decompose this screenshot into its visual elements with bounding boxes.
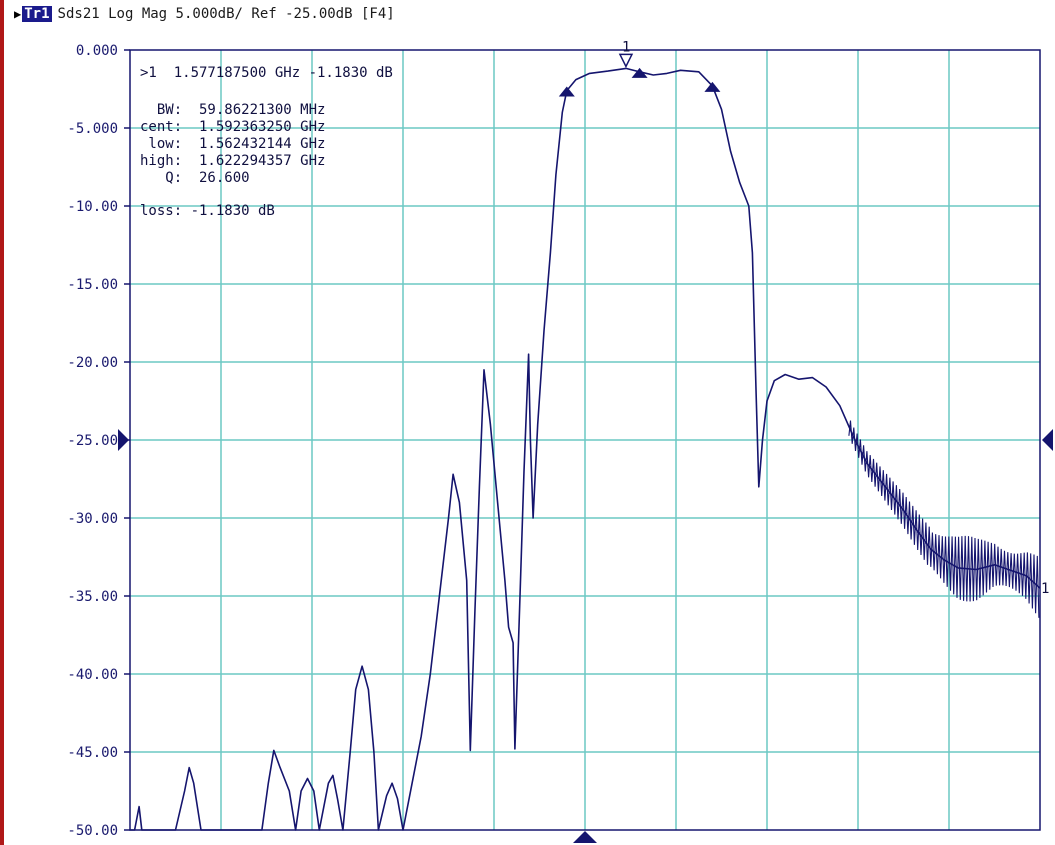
y-axis-labels: 0.000 -5.000 -10.00 -15.00 -20.00 -25.00 -30.0…: [67, 43, 1053, 843]
ref-level-left-icon: [118, 429, 129, 451]
y-tick-label: -45.00: [67, 745, 118, 761]
trace-group: 1: [130, 67, 1049, 831]
trace-description: Sds21 Log Mag 5.000dB/ Ref -25.00dB [F4]: [57, 6, 395, 22]
marker-readout: >1 1.577187500 GHz -1.1830 dB BW: 59.862…: [140, 65, 393, 219]
ref-level-right-icon: [1042, 429, 1053, 451]
readout-active: >1 1.577187500 GHz -1.1830 dB: [140, 65, 393, 81]
readout-bw: BW: 59.86221300 MHz: [140, 102, 325, 118]
bandwidth-marker-icon: [704, 81, 721, 92]
y-tick-label: -50.00: [67, 823, 118, 839]
readout-cent: cent: 1.592363250 GHz: [140, 119, 325, 135]
readout-high: high: 1.622294357 GHz: [140, 153, 325, 169]
y-tick-label: -15.00: [67, 277, 118, 293]
trace-badge[interactable]: Tr1: [22, 6, 52, 22]
y-tick-label: -35.00: [67, 589, 118, 605]
y-tick-label: -20.00: [67, 355, 118, 371]
trace-ripple: [848, 420, 1040, 618]
trace-header: ▶ Tr1 Sds21 Log Mag 5.000dB/ Ref -25.00d…: [14, 4, 395, 24]
grid-lines: [130, 50, 1040, 830]
bandwidth-marker-icon: [558, 86, 575, 97]
y-tick-label: -25.00: [67, 433, 118, 449]
stimulus-center-icon: [573, 831, 597, 843]
y-tick-label: -30.00: [67, 511, 118, 527]
readout-low: low: 1.562432144 GHz: [140, 136, 325, 152]
y-tick-label: -10.00: [67, 199, 118, 215]
marker-group: 1: [558, 39, 721, 97]
left-edge-rule: [0, 0, 4, 845]
active-trace-arrow-icon: ▶: [14, 7, 22, 21]
y-tick-label: -5.000: [67, 121, 118, 137]
marker-1-label: 1: [622, 39, 630, 55]
readout-loss: loss: -1.1830 dB: [140, 203, 275, 219]
readout-q: Q: 26.600: [140, 170, 250, 186]
trace-end-label: 1: [1041, 581, 1049, 597]
y-tick-label: -40.00: [67, 667, 118, 683]
trace-s21: [130, 67, 1041, 831]
marker-1-icon[interactable]: [618, 53, 634, 69]
y-tick-label: 0.000: [76, 43, 118, 59]
bandwidth-marker-icon: [631, 67, 648, 78]
